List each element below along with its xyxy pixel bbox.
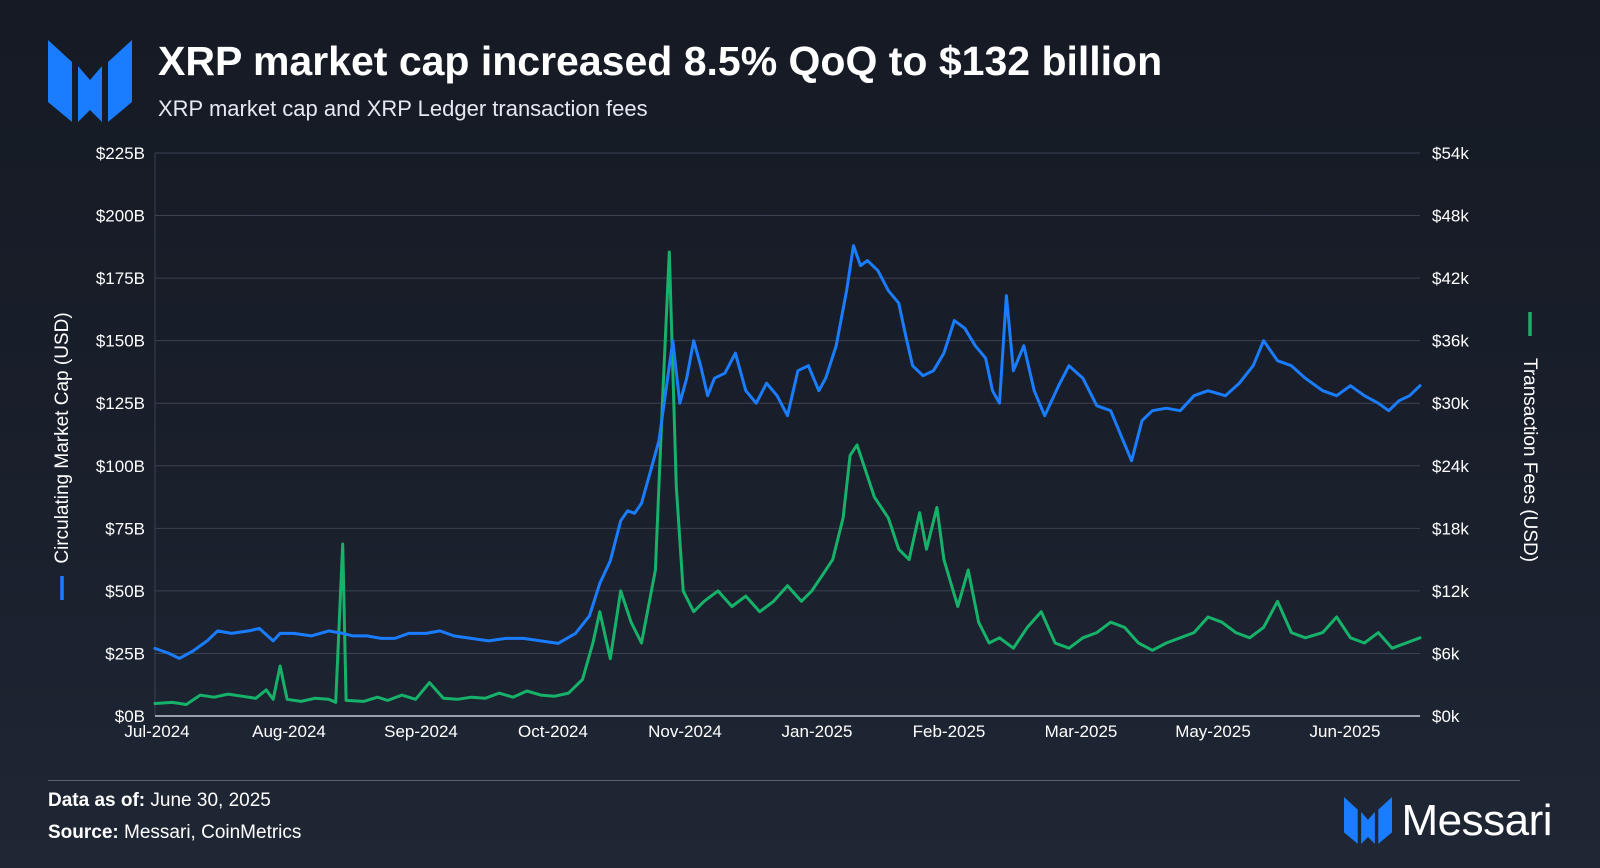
y-left-tick-label: $50B: [105, 582, 145, 601]
y-left-tick-label: $100B: [96, 457, 145, 476]
y-right-tick-label: $0k: [1432, 707, 1460, 726]
y-right-axis-title: Transaction Fees (USD): [1519, 358, 1540, 562]
y-right-tick-label: $18k: [1432, 519, 1469, 538]
y-right-tick-label: $54k: [1432, 144, 1469, 163]
messari-brand-icon: [1344, 797, 1393, 844]
y-left-tick-label: $25B: [105, 644, 145, 663]
y-left-tick-label: $75B: [105, 519, 145, 538]
messari-logo-icon: [48, 40, 132, 129]
x-tick-label: Aug-2024: [252, 722, 326, 741]
y-right-axis-label: Transaction Fees (USD): [1519, 358, 1540, 562]
data-as-of: Data as of: June 30, 2025: [48, 790, 271, 812]
transaction-fees-series-line: [153, 250, 1422, 706]
x-tick-label: Jun-2025: [1310, 722, 1381, 741]
data-as-of-value: June 30, 2025: [150, 790, 271, 811]
x-tick-label: Sep-2024: [384, 722, 458, 741]
x-tick-label: Nov-2024: [648, 722, 722, 741]
x-tick-label: Feb-2025: [913, 722, 986, 741]
y-right-tick-label: $48k: [1432, 207, 1469, 226]
x-tick-label: Mar-2025: [1045, 722, 1118, 741]
y-left-axis: $0B $25B $50B $75B $100B $125B $150B $175B $200B…: [96, 144, 145, 726]
y-left-tick-label: $125B: [96, 394, 145, 413]
brand-name: Messari: [1401, 796, 1552, 845]
y-right-tick-label: $12k: [1432, 582, 1469, 601]
market-cap-series-line: [153, 244, 1422, 660]
data-as-of-label: Data as of:: [48, 790, 146, 811]
page-subtitle: XRP market cap and XRP Ledger transactio…: [158, 96, 648, 121]
y-left-axis-label: Circulating Market Cap (USD): [52, 312, 73, 563]
y-right-tick-label: $42k: [1432, 269, 1469, 288]
x-axis: Jul-2024 Aug-2024 Sep-2024 Oct-2024 Nov-2024…: [124, 722, 1380, 741]
chart-grid: [154, 152, 1420, 716]
source-label: Source:: [48, 822, 119, 843]
y-right-tick-label: $36k: [1432, 332, 1469, 351]
y-left-tick-label: $0B: [115, 707, 145, 726]
footer-divider: [48, 780, 1520, 781]
source-value: Messari, CoinMetrics: [124, 822, 302, 843]
y-left-tick-label: $175B: [96, 269, 145, 288]
y-left-tick-label: $200B: [96, 207, 145, 226]
brand: Messari: [1343, 796, 1552, 846]
y-right-axis: $0k $6k $12k $18k $24k $30k $36k $42k $48k $54k: [1432, 144, 1469, 726]
x-tick-label: Oct-2024: [518, 722, 588, 741]
y-left-tick-label: $225B: [96, 144, 145, 163]
y-right-tick-label: $24k: [1432, 457, 1469, 476]
chart-series: [153, 244, 1422, 706]
x-tick-label: Jan-2025: [782, 722, 853, 741]
x-tick-label: May-2025: [1175, 722, 1251, 741]
page-title: XRP market cap increased 8.5% QoQ to $13…: [158, 38, 1163, 84]
y-left-tick-label: $150B: [96, 332, 145, 351]
y-right-tick-label: $30k: [1432, 394, 1469, 413]
y-right-tick-label: $6k: [1432, 644, 1460, 663]
source: Source: Messari, CoinMetrics: [48, 822, 301, 844]
y-left-axis-title: Circulating Market Cap (USD): [52, 312, 73, 563]
x-tick-label: Jul-2024: [124, 722, 189, 741]
chart: $0B $25B $50B $75B $100B $125B $150B $175B $200B…: [52, 144, 1540, 741]
